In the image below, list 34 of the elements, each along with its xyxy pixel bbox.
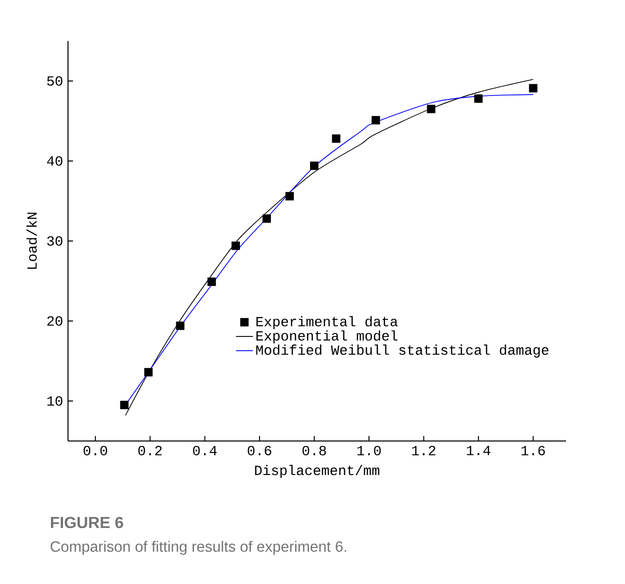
x-tick-label: 1.4 [466,446,490,456]
point [207,278,216,286]
point [310,162,318,170]
x-tick-label: 0.8 [302,446,326,456]
y-tick-label: 10 [47,396,62,406]
y-tick-label: 30 [47,236,62,246]
x-tick-label: 1.0 [357,446,381,456]
point [232,242,240,250]
x-tick-label: 0.6 [248,446,272,456]
y-tick-label: 50 [47,76,62,86]
y-tick-label: 20 [47,316,62,326]
legend-label: Modified Weibull statistical damage [256,344,548,358]
x-axis-title: Displacement/mm [255,464,380,478]
y-tick-label: 40 [47,156,62,166]
text: FIGURE 6 [50,516,124,528]
point [176,322,184,330]
point [262,214,271,223]
x-tick-label: 0.4 [193,446,217,456]
legend-label: Exponential model [256,330,398,344]
x-tick-label: 1.6 [522,446,545,456]
point [474,94,483,103]
y-axis-title: Load/kN [26,212,37,269]
point [285,192,294,200]
point [426,104,436,114]
x-tick-label: 0.2 [138,446,162,456]
point [144,368,153,376]
point [528,84,538,92]
x-tick-label: 0.0 [84,446,108,456]
x-tick-label: 1.2 [412,446,436,456]
point [120,400,129,410]
legend-label: Experimental data [256,316,398,330]
point [332,134,340,143]
text: Comparison of fitting results of experiment 6. [50,540,346,555]
point [372,116,380,124]
